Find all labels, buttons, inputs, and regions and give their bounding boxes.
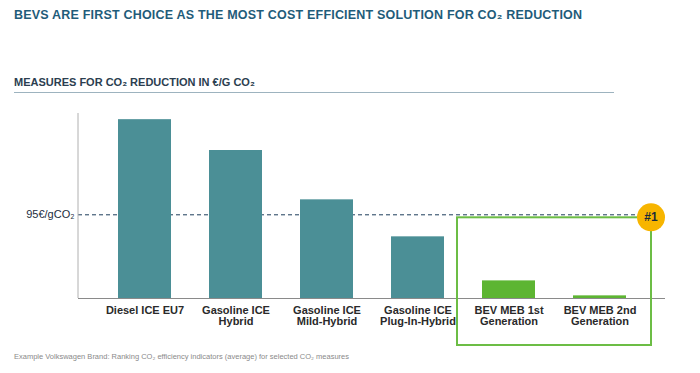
- svg-text:Gasoline ICEMild-Hybrid: Gasoline ICEMild-Hybrid: [293, 304, 361, 327]
- html-text:MEASURES FOR CO₂ REDUCTION IN: MEASURES FOR CO₂ REDUCTION IN €/G CO₂: [14, 76, 255, 88]
- html-text:Example Volkswagen Brand: Rank: Example Volkswagen Brand: Ranking CO₂ ef…: [14, 352, 349, 361]
- svg-text:BEV MEB 1stGeneration: BEV MEB 1stGeneration: [474, 304, 543, 327]
- html-text:BEVS ARE FIRST CHOICE AS THE M: BEVS ARE FIRST CHOICE AS THE MOST COST E…: [14, 8, 583, 22]
- svg-text:BEV MEB 2ndGeneration: BEV MEB 2ndGeneration: [564, 304, 637, 327]
- svg-text:Gasoline ICEPlug-In-Hybrid: Gasoline ICEPlug-In-Hybrid: [380, 304, 456, 327]
- svg-text:95€/gCO₂: 95€/gCO₂: [26, 208, 74, 220]
- svg-text:Diesel ICE EU7: Diesel ICE EU7: [106, 304, 184, 316]
- svg-text:#1: #1: [644, 210, 658, 224]
- svg-text:Gasoline ICEHybrid: Gasoline ICEHybrid: [202, 304, 270, 327]
